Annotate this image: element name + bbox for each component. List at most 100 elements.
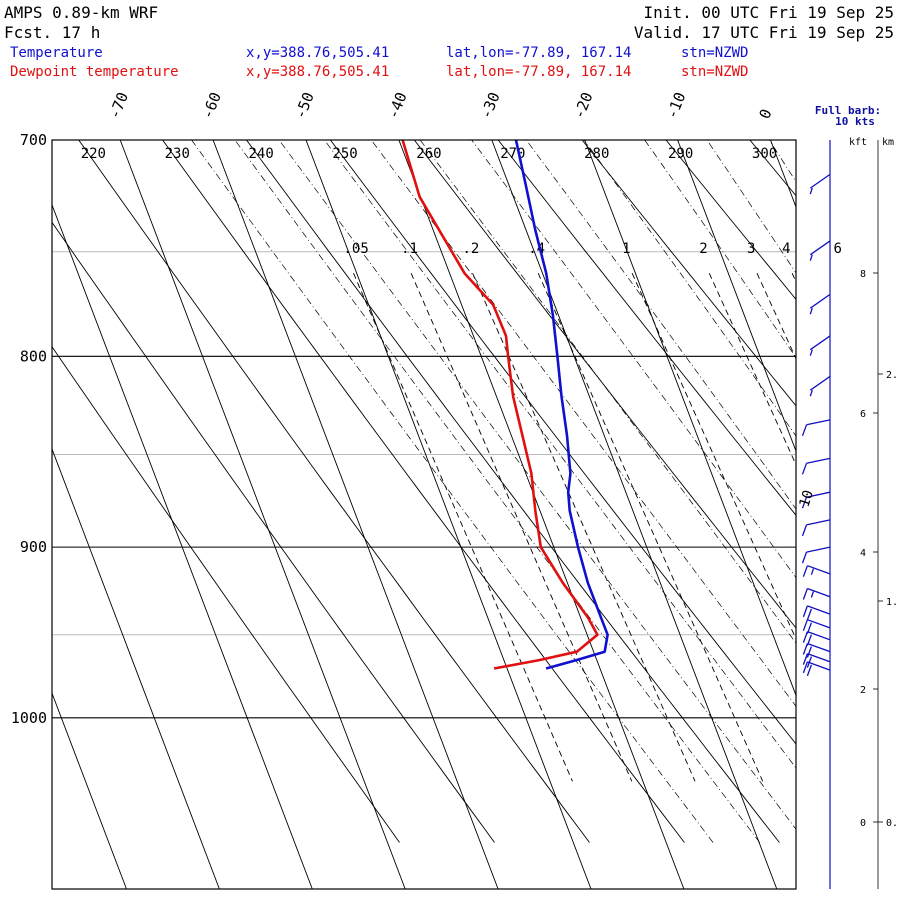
- wind-barb-flag: [802, 661, 809, 674]
- annotation-10: 10: [797, 488, 817, 509]
- wind-barb-shaft: [806, 457, 831, 464]
- temperature-line: [514, 139, 609, 670]
- isotherm-line: [305, 140, 592, 889]
- theta-label: 230: [165, 146, 190, 162]
- moist-adiabat: [525, 140, 796, 510]
- mixing-ratio-labels: .05.1.2.4 1 2 3 4 6: [344, 241, 842, 257]
- pressure-label: 800: [20, 347, 47, 365]
- wind-barb: [809, 173, 831, 195]
- theta-label: 220: [81, 146, 106, 162]
- legend-temperature-xy: x,y=388.76,505.41: [246, 45, 389, 61]
- dry-adiabat: [329, 140, 796, 745]
- mixing-ratio-line: [631, 273, 796, 641]
- wind-barb-flag: [801, 424, 808, 437]
- wind-barb: [801, 491, 831, 509]
- wind-barbs: [801, 173, 831, 677]
- isotherm-line: [584, 140, 796, 697]
- wind-barb-shaft: [806, 519, 831, 526]
- isotherm-label: -30: [477, 90, 504, 122]
- kft-axis-label: kft: [849, 137, 867, 148]
- height-ticks: 8 6 4 2 0 2. 1. 0.: [860, 269, 898, 829]
- wind-barb: [801, 419, 831, 437]
- wind-barb: [802, 565, 831, 577]
- wind-barb-flag: [802, 653, 809, 665]
- dewpoint-line: [401, 139, 599, 670]
- moist-adiabat: [370, 140, 796, 707]
- wind-barb-shaft: [806, 491, 831, 498]
- wind-barb-flag: [801, 524, 808, 537]
- wind-barb-shaft: [807, 652, 831, 663]
- wind-barb-half: [809, 254, 813, 261]
- isotherm-label: -40: [384, 90, 411, 122]
- wind-barb-shaft: [809, 375, 831, 391]
- mixing-ratio-line: [843, 273, 900, 781]
- isotherm-label: -20: [570, 90, 597, 122]
- isotherm-line: [52, 203, 313, 889]
- theta-label: 260: [416, 146, 441, 162]
- theta-label: 280: [584, 146, 609, 162]
- isotherm-line: [212, 140, 499, 889]
- moist-adiabat: [323, 140, 796, 769]
- isotherm-label: -50: [291, 90, 318, 122]
- km-axis-label: km: [882, 137, 894, 148]
- wind-barb-half: [809, 307, 813, 315]
- wind-barb-shaft: [806, 419, 831, 426]
- wind-barb: [801, 519, 831, 537]
- wind-barb: [809, 240, 831, 261]
- km-tick-label: 0.: [886, 818, 898, 829]
- wind-barb: [802, 642, 831, 658]
- dry-adiabat: [665, 140, 796, 301]
- wind-barb-shaft: [806, 546, 831, 553]
- wind-barb-shaft: [809, 240, 831, 256]
- theta-label: 270: [500, 146, 525, 162]
- isotherm-line: [52, 691, 127, 889]
- isotherm-label: 0: [756, 106, 776, 121]
- dry-adiabat: [413, 140, 796, 629]
- mixing-ratio-line: [708, 273, 796, 466]
- wind-barb-shaft: [807, 630, 831, 641]
- mixing-ratio-label: 3: [747, 241, 755, 257]
- wind-barb: [809, 293, 831, 315]
- wind-barb-half: [810, 568, 815, 575]
- theta-labels: 220 230 240 250 260 270 280 290 300: [81, 146, 777, 162]
- moist-adiabat: [419, 140, 796, 644]
- wind-barb: [802, 605, 831, 621]
- moist-adiabat: [278, 140, 796, 830]
- isotherm-label: -60: [198, 90, 225, 122]
- wind-barb: [809, 375, 831, 397]
- mixing-ratio-label: 2: [699, 241, 707, 257]
- wind-barb-flag: [802, 588, 809, 600]
- wind-barb: [801, 546, 831, 564]
- mixing-ratio-line: [756, 273, 796, 360]
- dry-adiabat: [245, 140, 780, 843]
- mixing-ratio-label: .05: [344, 241, 369, 257]
- km-tick-label: 1.: [886, 597, 898, 608]
- isotherm-line: [491, 140, 778, 889]
- legend-temperature-latlon: lat,lon=-77.89, 167.14: [446, 45, 631, 61]
- theta-label: 240: [249, 146, 274, 162]
- wind-barb-flag: [802, 605, 809, 618]
- legend-dewpoint-station: stn=NZWD: [681, 64, 748, 80]
- pressure-label: 700: [20, 131, 47, 149]
- wind-barb: [802, 587, 831, 600]
- mixing-ratio-label: 6: [834, 241, 842, 257]
- wind-barb-flag: [802, 631, 809, 643]
- kft-tick-label: 2: [860, 685, 866, 696]
- kft-tick-label: 0: [860, 818, 866, 829]
- moist-adiabat: [191, 140, 714, 843]
- moist-adiabat: [583, 140, 796, 437]
- model-title: AMPS 0.89-km WRF: [4, 3, 158, 22]
- isotherm-label: -70: [105, 90, 132, 122]
- wind-barb-shaft: [807, 605, 831, 615]
- dry-adiabat: [162, 140, 685, 843]
- wind-barb-flag: [806, 608, 813, 621]
- wind-barb-flag: [801, 551, 808, 564]
- pressure-label: 1000: [11, 709, 47, 727]
- mixing-ratio-line: [537, 273, 764, 782]
- theta-label: 290: [668, 146, 693, 162]
- wind-barb-flag: [802, 565, 809, 577]
- wind-barb-shaft: [809, 335, 831, 351]
- dry-adiabat: [749, 140, 796, 197]
